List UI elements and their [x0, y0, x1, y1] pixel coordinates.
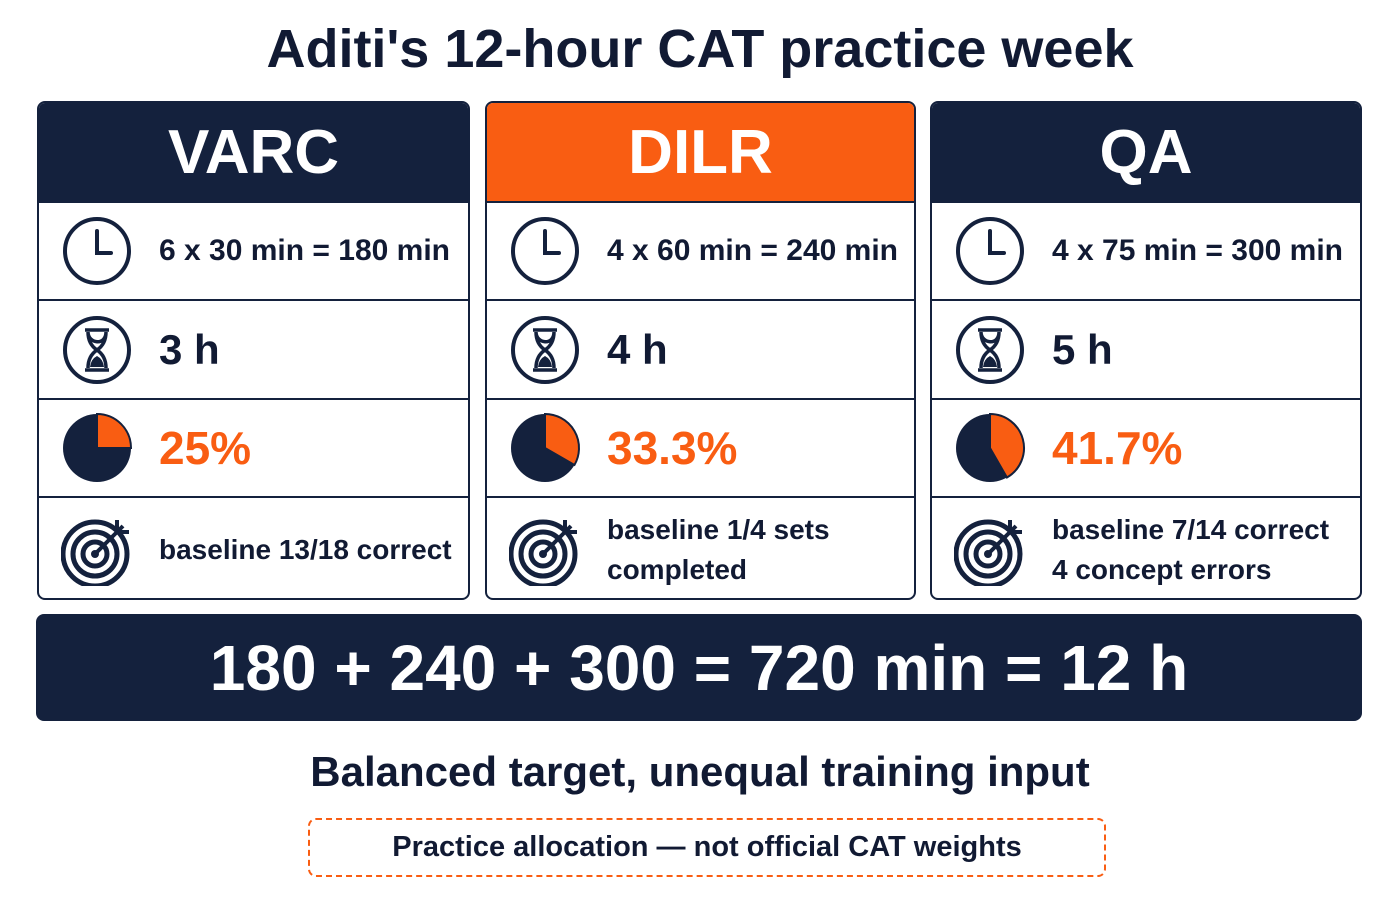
- target-icon: [61, 519, 130, 586]
- target-icon: [509, 519, 578, 586]
- pie-icon: [511, 412, 580, 482]
- clock-hands: [988, 229, 1006, 255]
- target-ring: [528, 539, 558, 569]
- target-arrow: [541, 520, 577, 556]
- subtitle: Balanced target, unequal training input: [310, 748, 1090, 795]
- hourglass-ring: [511, 315, 579, 384]
- schedule: 4 x 75 min = 300 min: [1052, 234, 1343, 267]
- baseline: baseline 7/14 correct 4 concept errors: [1052, 510, 1329, 590]
- hourglass-icon: [511, 315, 579, 384]
- hours: 3 h: [159, 325, 220, 373]
- schedule: 4 x 60 min = 240 min: [607, 234, 898, 267]
- title: Aditi's 12-hour CAT practice week: [266, 19, 1134, 79]
- target-ring: [509, 519, 578, 586]
- section-header: DILR: [487, 103, 914, 201]
- target-ring: [70, 529, 120, 579]
- target-ring: [518, 529, 568, 579]
- clock-hands: [543, 229, 561, 255]
- target-ring: [80, 539, 110, 569]
- section-row: 5 h: [932, 299, 1360, 398]
- section-row: 4 x 75 min = 300 min: [932, 201, 1360, 299]
- hourglass-icon: [63, 315, 131, 384]
- hours: 4 h: [607, 325, 668, 373]
- target-arrow: [986, 520, 1022, 556]
- total-banner: 180 + 240 + 300 = 720 min = 12 h: [36, 614, 1362, 721]
- hourglass-ring: [956, 315, 1024, 384]
- section-row: 3 h: [39, 299, 468, 398]
- baseline-line: 4 concept errors: [1052, 554, 1272, 585]
- target-arrow: [93, 520, 129, 556]
- pie-icon: [63, 412, 133, 482]
- hourglass-sand: [90, 355, 104, 367]
- section-row: 4 h: [487, 299, 914, 398]
- section-row: 41.7%: [932, 398, 1360, 496]
- schedule: 6 x 30 min = 180 min: [159, 234, 450, 267]
- share: 33.3%: [607, 422, 738, 474]
- pie-slice: [989, 412, 1025, 479]
- clock-hands: [95, 229, 113, 255]
- pie-slice: [544, 412, 580, 467]
- target-ring: [963, 529, 1013, 579]
- baseline-line: baseline 7/14 correct: [1052, 514, 1330, 545]
- baseline-line: baseline 1/4 sets completed: [607, 514, 830, 585]
- clock-face: [511, 217, 579, 285]
- section-header: VARC: [39, 103, 468, 201]
- baseline-line: baseline 13/18 correct: [159, 534, 452, 565]
- clock-icon: [956, 217, 1024, 285]
- hourglass-ring: [63, 315, 131, 384]
- section-row: 33.3%: [487, 398, 914, 496]
- target-ring: [954, 519, 1023, 586]
- target-ring: [61, 519, 130, 586]
- target-icon: [954, 519, 1023, 586]
- section-row: baseline 13/18 correct: [39, 496, 468, 598]
- section-row: baseline 1/4 sets completed: [487, 496, 914, 598]
- share: 25%: [159, 422, 252, 474]
- section-card: QA 4 x 75 min = 300 min 5 h 41.7% baseline 7…: [930, 101, 1362, 600]
- hourglass-sand: [983, 355, 997, 367]
- section-card: VARC 6 x 30 min = 180 min 3 h 25% baseline 1…: [37, 101, 470, 600]
- clock-icon: [511, 217, 579, 285]
- section-row: 25%: [39, 398, 468, 496]
- section-header: QA: [932, 103, 1360, 201]
- section-row: baseline 7/14 correct 4 concept errors: [932, 496, 1360, 598]
- hourglass-body: [533, 327, 557, 372]
- note: Practice allocation — not official CAT w…: [308, 818, 1106, 877]
- hourglass-body: [978, 327, 1002, 372]
- share: 41.7%: [1052, 422, 1183, 474]
- hourglass-sand: [538, 355, 552, 367]
- clock-face: [956, 217, 1024, 285]
- section-card: DILR 4 x 60 min = 240 min 4 h 33.3% baseline…: [485, 101, 916, 600]
- section-row: 6 x 30 min = 180 min: [39, 201, 468, 299]
- hourglass-icon: [956, 315, 1024, 384]
- clock-icon: [63, 217, 131, 285]
- pie-icon: [956, 412, 1025, 482]
- hourglass-body: [85, 327, 109, 372]
- baseline: baseline 1/4 sets completed: [607, 510, 914, 590]
- baseline: baseline 13/18 correct: [159, 530, 452, 570]
- target-ring: [973, 539, 1003, 569]
- section-row: 4 x 60 min = 240 min: [487, 201, 914, 299]
- hours: 5 h: [1052, 325, 1113, 373]
- pie-slice: [96, 412, 133, 449]
- clock-face: [63, 217, 131, 285]
